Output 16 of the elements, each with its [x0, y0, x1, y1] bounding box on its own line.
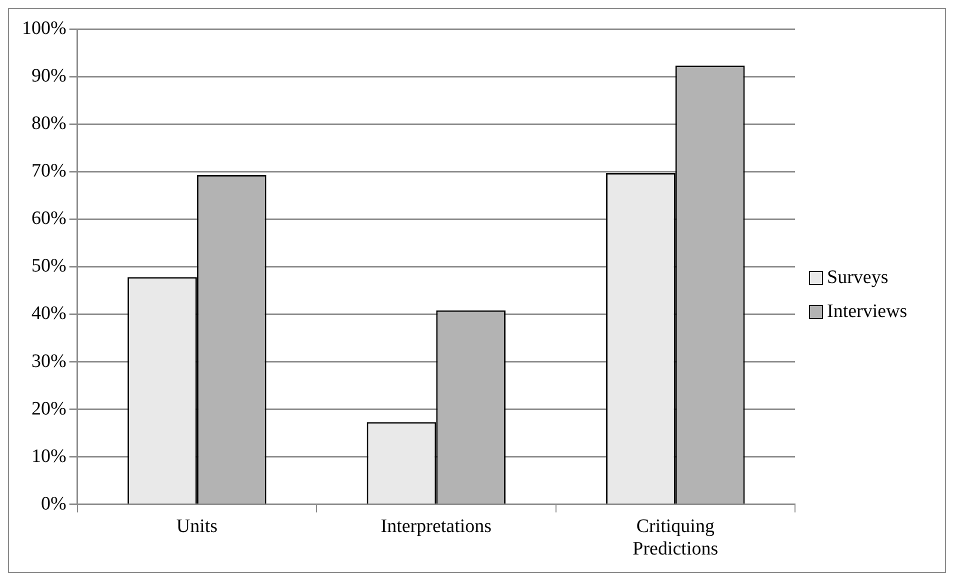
y-tick-label: 100%: [22, 18, 66, 39]
x-tick-label: Units: [176, 516, 218, 537]
y-tick-label: 0%: [41, 493, 66, 514]
y-tick-label: 50%: [32, 256, 66, 277]
y-tick-label: 70%: [32, 160, 66, 182]
y-tick-label: 60%: [32, 208, 66, 230]
y-tick-label: 20%: [32, 398, 66, 420]
x-tick-label: Interpretations: [380, 516, 492, 537]
x-tick-label: Critiquing Predictions: [632, 516, 718, 560]
y-tick-label: 40%: [32, 303, 66, 324]
y-tick-label: 80%: [32, 113, 66, 134]
legend-label: Interviews: [827, 301, 908, 323]
legend-label: Surveys: [827, 267, 888, 289]
y-tick-label: 30%: [32, 350, 66, 372]
y-tick-label: 90%: [32, 66, 66, 87]
y-tick-label: 10%: [32, 446, 66, 467]
